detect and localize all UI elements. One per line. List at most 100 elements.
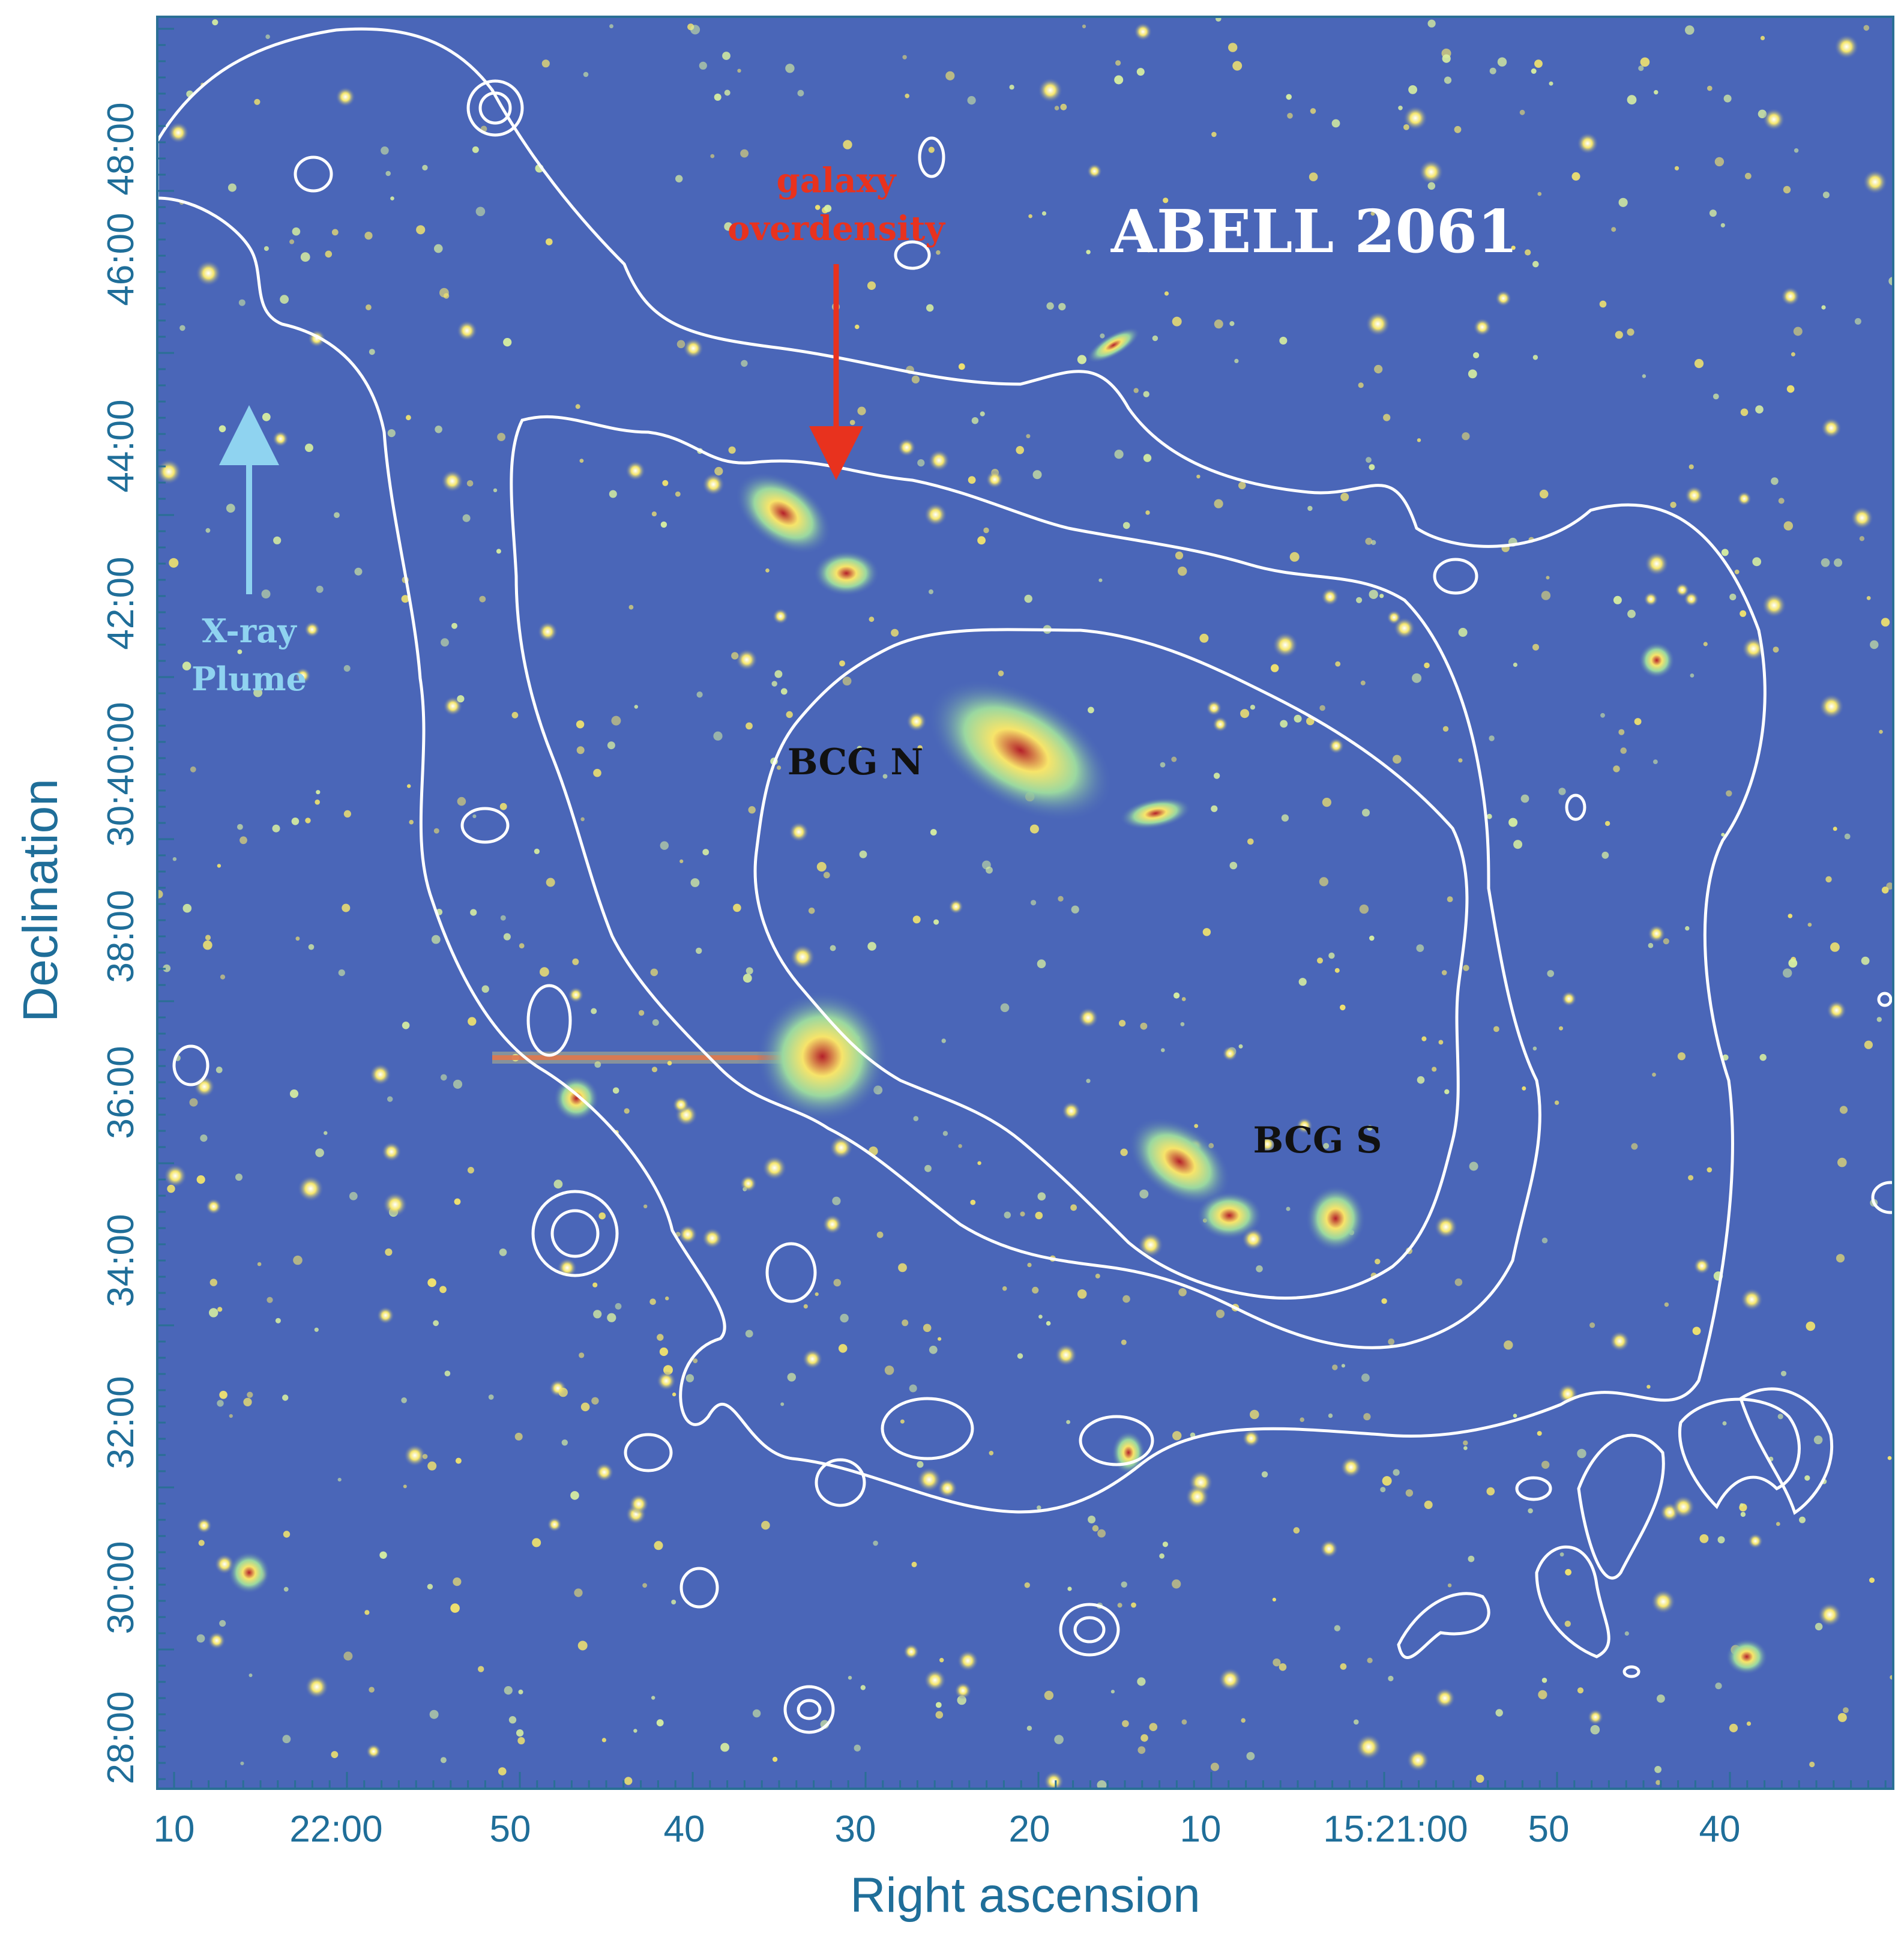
background-star (1713, 393, 1719, 400)
background-star (381, 146, 389, 155)
background-star (722, 52, 731, 60)
contour-ring (797, 1699, 822, 1720)
background-star (215, 1067, 223, 1073)
background-star (453, 1577, 462, 1586)
contour-blob (1678, 1397, 1801, 1510)
background-star (1777, 1414, 1783, 1420)
background-star (1590, 1725, 1600, 1735)
background-star (679, 859, 684, 863)
background-star (534, 848, 540, 854)
background-star (1546, 576, 1550, 580)
background-star (1016, 446, 1024, 454)
background-star (1408, 85, 1418, 94)
background-star (364, 1610, 370, 1615)
background-star (1653, 759, 1658, 764)
background-star (903, 1643, 920, 1660)
background-star (342, 903, 351, 912)
y-tick-label: 48:00 (100, 102, 142, 195)
background-star (1122, 522, 1130, 529)
background-star (1539, 489, 1549, 499)
background-star (1259, 1135, 1276, 1153)
background-star (1863, 25, 1870, 31)
background-star (1234, 358, 1239, 364)
background-star (1004, 1211, 1011, 1219)
background-star (780, 688, 788, 695)
background-star (1054, 106, 1059, 110)
galaxy (735, 472, 832, 555)
background-star (273, 536, 282, 544)
background-star (472, 814, 477, 818)
background-star (1038, 1315, 1043, 1319)
background-star (237, 824, 243, 830)
background-star (455, 1457, 462, 1464)
background-star (1489, 735, 1495, 741)
background-star (1707, 1167, 1713, 1173)
background-star (634, 705, 639, 709)
background-star (1309, 172, 1318, 182)
background-star (1211, 805, 1218, 812)
background-star (1729, 1723, 1738, 1732)
background-star (572, 958, 579, 965)
background-star (803, 1304, 808, 1309)
background-star (338, 969, 345, 977)
background-star (1358, 382, 1364, 388)
background-star (771, 681, 777, 687)
background-star (1035, 1211, 1043, 1220)
background-star (305, 818, 311, 824)
contour-blob (1079, 1415, 1154, 1466)
background-star (823, 872, 830, 879)
background-star (1086, 250, 1091, 255)
background-star (369, 1687, 375, 1693)
background-star (387, 1096, 393, 1102)
background-star (1677, 1052, 1686, 1061)
background-star (1531, 68, 1537, 74)
background-star (1692, 1327, 1701, 1336)
background-star (1121, 1339, 1127, 1345)
background-star (1140, 1022, 1148, 1030)
background-star (1031, 900, 1037, 906)
background-star (654, 1541, 663, 1550)
background-star (1721, 549, 1729, 556)
background-star (409, 819, 414, 825)
background-star (1369, 464, 1375, 471)
background-star (1307, 505, 1313, 511)
background-star (957, 1649, 979, 1672)
background-star (702, 849, 709, 855)
background-star (1822, 191, 1830, 199)
background-star (576, 746, 585, 755)
background-star (1173, 992, 1180, 999)
background-star (1685, 25, 1695, 35)
contour-blob (894, 240, 931, 270)
background-star (1214, 319, 1223, 329)
background-star (1613, 765, 1620, 773)
background-star (746, 967, 753, 975)
background-star (1362, 809, 1370, 817)
background-star (503, 338, 512, 347)
background-star (1137, 1677, 1146, 1686)
background-star (297, 1175, 324, 1202)
background-star (652, 1019, 659, 1026)
background-star (1793, 327, 1803, 336)
background-star (867, 281, 876, 290)
background-star (343, 810, 352, 818)
y-tick-label: 44:00 (100, 399, 142, 492)
background-star (1511, 246, 1516, 250)
background-star (1699, 1534, 1709, 1543)
sky-image: galaxy overdensity X-ray Plume BCG N BCG… (157, 17, 1893, 1789)
background-star (1119, 1020, 1126, 1027)
background-star (1489, 67, 1496, 74)
background-star (282, 1394, 289, 1401)
background-star (580, 1402, 590, 1412)
background-star (948, 899, 963, 914)
background-star (876, 1231, 884, 1238)
background-star (1821, 417, 1842, 439)
background-star (1454, 125, 1462, 133)
contour-blob (1535, 1545, 1610, 1658)
background-star (1806, 1321, 1816, 1331)
background-star (929, 589, 933, 594)
background-star (593, 1310, 602, 1319)
background-star (1791, 352, 1795, 357)
background-star (1097, 1780, 1107, 1789)
background-star (882, 774, 888, 779)
background-star (650, 968, 658, 977)
